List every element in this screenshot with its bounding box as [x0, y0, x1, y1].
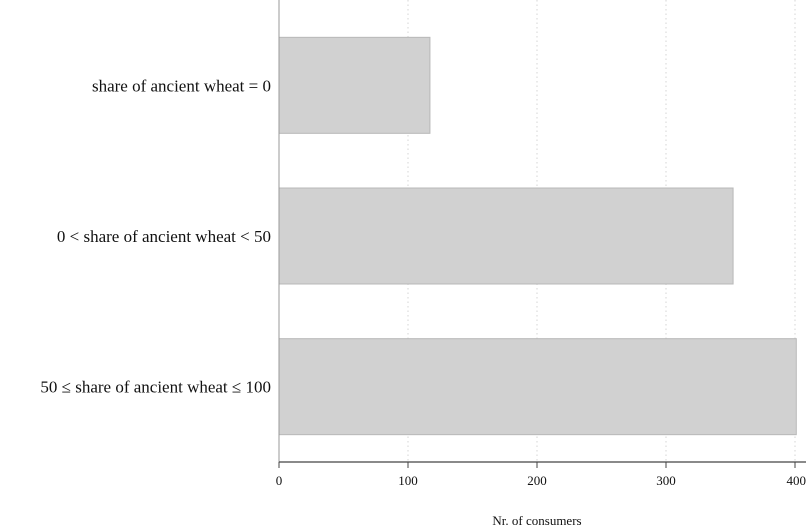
x-tick-label-300: 300	[656, 473, 676, 488]
x-tick-label-400: 400	[787, 473, 806, 488]
bars	[278, 36, 797, 436]
category-label-3: 50 ≤ share of ancient wheat ≤ 100	[40, 378, 271, 397]
category-label-1: share of ancient wheat = 0	[92, 76, 271, 95]
x-tick-label-0: 0	[276, 473, 283, 488]
x-tick-label-100: 100	[398, 473, 418, 488]
axes: 0 100 200 300 400	[276, 0, 806, 488]
bar-1	[278, 36, 431, 134]
bar-3	[278, 338, 797, 436]
category-labels: share of ancient wheat = 0 0 < share of a…	[40, 76, 271, 396]
x-tick-label-200: 200	[527, 473, 547, 488]
category-label-2: 0 < share of ancient wheat < 50	[57, 227, 271, 246]
bar-2	[278, 187, 734, 285]
x-axis-title: Nr. of consumers	[492, 513, 581, 528]
